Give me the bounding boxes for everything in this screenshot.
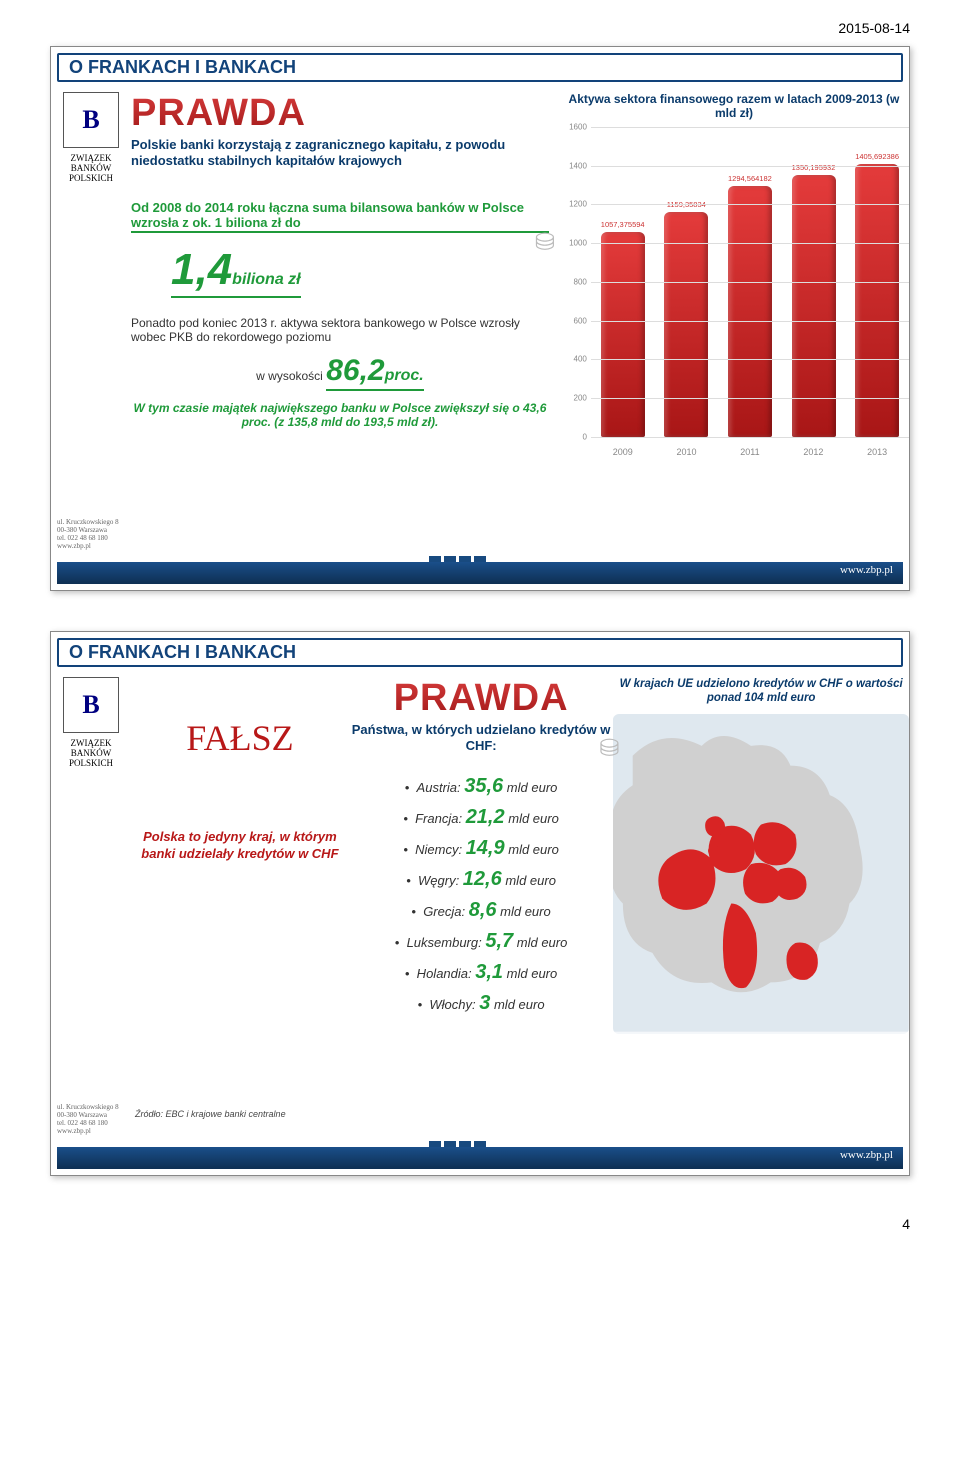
org-address: ul. Kruczkowskiego 8 00-380 Warszawa tel… [57,518,119,550]
chart-title: Aktywa sektora finansowego razem w latac… [559,92,909,121]
coins-icon: ⛁ [535,228,555,257]
coins-icon: ⛁ [599,734,619,763]
bar-chart: Aktywa sektora finansowego razem w latac… [559,92,909,457]
country-item: • Węgry: 12,6 mld euro [349,868,614,891]
page-number: 4 [50,1216,910,1232]
slide2-title: O FRANKACH I BANKACH [57,638,903,667]
page-date: 2015-08-14 [50,20,910,36]
country-item: • Holandia: 3,1 mld euro [349,961,614,984]
falsz-caption: Polska to jedyny kraj, w którym banki ud… [131,829,349,863]
slide1-bignum: 1,4biliona zł [171,245,301,298]
falsz-label: FAŁSZ [131,717,349,759]
slide1-note: W tym czasie majątek największego banku … [131,401,549,429]
prawda-label-2: PRAWDA [349,677,614,720]
source-note: Źródło: EBC i krajowe banki centralne [135,1109,286,1119]
slide2-caption: Państwa, w których udzielano kredytów w … [349,722,614,755]
country-item: • Francja: 21,2 mld euro [349,806,614,829]
slide-1: O FRANKACH I BANKACH B ZWIĄZEK BANKÓW PO… [50,46,910,591]
slide1-caption: Polskie banki korzystają z zagranicznego… [131,137,549,170]
footer-url: www.zbp.pl [840,564,893,576]
prawda-label: PRAWDA [131,92,549,135]
org-logo-block: B ZWIĄZEK BANKÓW POLSKICH [51,667,131,1147]
bar-2013: 1405,692386 [855,164,899,436]
logo-icon: B [63,92,119,148]
bar-2009: 1057,375594 [601,232,645,437]
europe-map [613,714,909,1034]
slide1-green-caption: Od 2008 do 2014 roku łączna suma bilanso… [131,200,549,233]
country-item: • Grecja: 8,6 mld euro [349,899,614,922]
bar-2011: 1294,564182 [728,186,772,437]
logo-line3: POLSKICH [56,174,126,184]
country-item: • Luksemburg: 5,7 mld euro [349,930,614,953]
country-list: • Austria: 35,6 mld euro • Francja: 21,2 … [349,775,614,1015]
map-title: W krajach UE udzielono kredytów w CHF o … [613,677,909,706]
logo-icon: B [63,677,119,733]
slide1-title: O FRANKACH I BANKACH [57,53,903,82]
country-item: • Niemcy: 14,9 mld euro [349,837,614,860]
org-address: ul. Kruczkowskiego 8 00-380 Warszawa tel… [57,1103,119,1135]
country-item: • Austria: 35,6 mld euro [349,775,614,798]
slide-footer: www.zbp.pl [57,562,903,584]
org-logo-block: B ZWIĄZEK BANKÓW POLSKICH [51,82,131,562]
country-item: • Włochy: 3 mld euro [349,992,614,1015]
footer-url: www.zbp.pl [840,1149,893,1161]
slide1-para: Ponadto pod koniec 2013 r. aktywa sektor… [131,316,549,391]
slide-2: O FRANKACH I BANKACH B ZWIĄZEK BANKÓW PO… [50,631,910,1176]
bar-2010: 1159,35834 [664,212,708,437]
slide-footer: www.zbp.pl [57,1147,903,1169]
